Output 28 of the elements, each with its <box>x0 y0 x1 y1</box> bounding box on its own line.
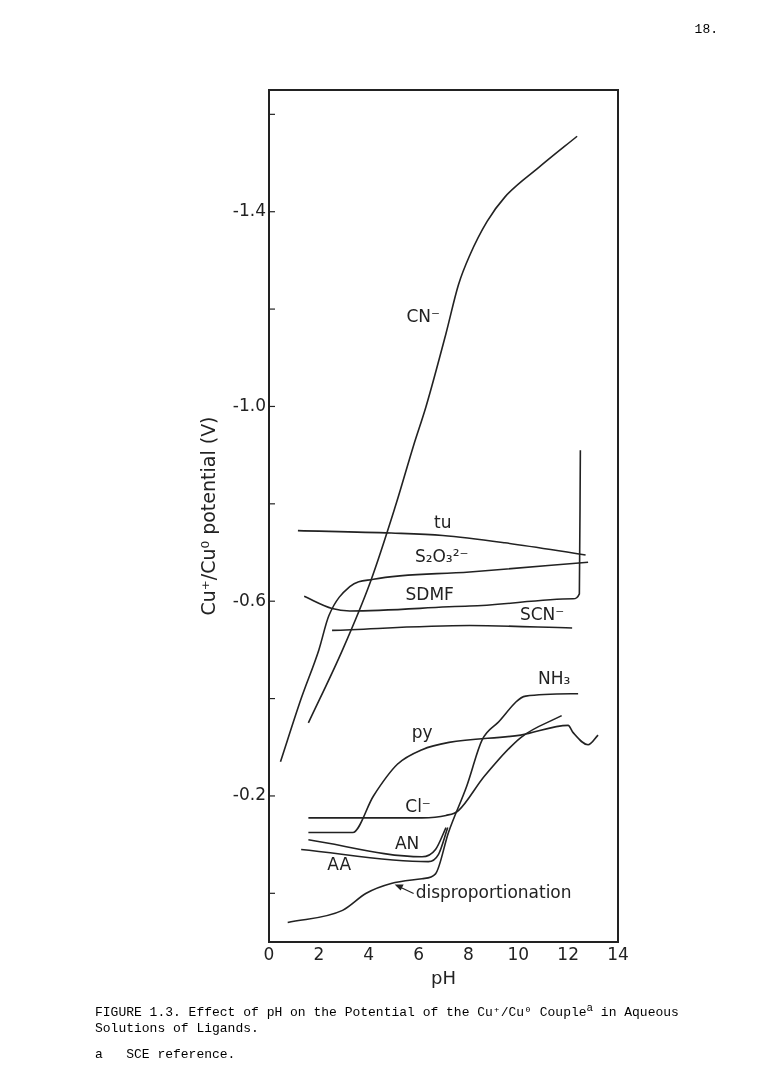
y-tick-label: -0.6 <box>232 589 266 610</box>
x-tick-label: 8 <box>463 943 474 964</box>
annotation: disproportionation <box>415 882 572 902</box>
series-label: AA <box>327 853 352 874</box>
text: a SCE reference. <box>95 1047 237 1064</box>
y-tick-label: -1.4 <box>232 200 266 221</box>
x-tick-label: 12 <box>557 943 579 964</box>
x-tick-label: 0 <box>263 943 275 964</box>
series-label: CN⁻ <box>406 305 440 326</box>
series-label: Cl⁻ <box>405 796 431 817</box>
x-axis-title: pH <box>431 966 456 988</box>
x-tick-label: 2 <box>313 943 325 964</box>
y-tick-label: -0.2 <box>232 784 266 805</box>
y-tick-label: -1.0 <box>232 394 266 415</box>
chart-title: FIGURE 1.3. Effect of pH on the Potential of the Cu⁺/Cu⁰ Couple$^{a}$ in Aqueous Solutions of Ligands. <box>95 1002 679 1037</box>
series-label: S₂O₃²⁻ <box>414 546 469 567</box>
y-axis-title: Cu⁺/Cu⁰ potential (V) <box>197 416 220 616</box>
series-label: NH₃ <box>537 668 571 689</box>
series-label: py <box>411 722 433 743</box>
text: 18. <box>694 22 718 37</box>
series-label: SDMF <box>405 584 454 605</box>
x-tick-label: 6 <box>413 943 424 964</box>
x-tick-label: 14 <box>607 943 629 964</box>
series-label: tu <box>434 511 452 532</box>
series-label: AN <box>394 833 420 854</box>
x-tick-label: 10 <box>507 943 530 964</box>
series-label: SCN⁻ <box>519 604 565 625</box>
x-tick-label: 4 <box>363 943 375 964</box>
